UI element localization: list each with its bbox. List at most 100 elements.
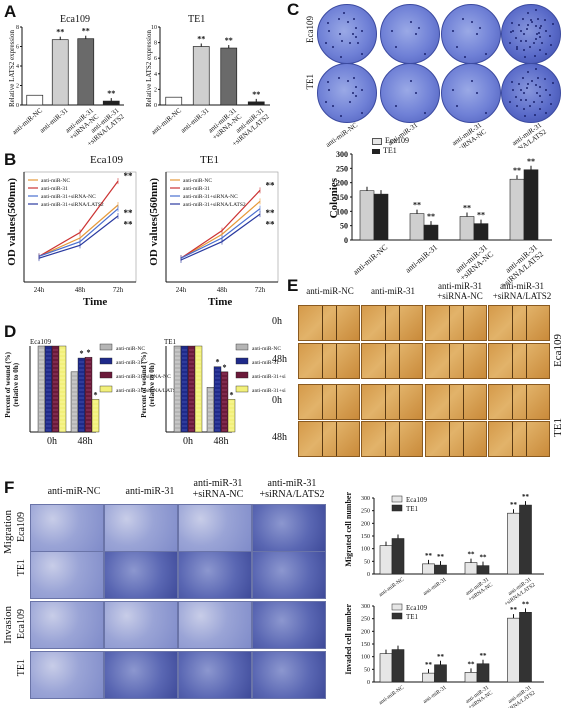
chart-a-eca109-ylabel: Relative LATS2 expression <box>8 30 16 107</box>
bar <box>247 101 265 106</box>
colony <box>339 56 342 59</box>
wound-image <box>361 384 423 420</box>
dish-column-label: anti-miR-NC <box>324 121 359 148</box>
colony <box>331 45 334 48</box>
y-tick-label: 2 <box>16 84 19 90</box>
significance-label: ** <box>425 661 433 669</box>
transwell-column-label: anti-miR-31 <box>125 486 175 497</box>
colony <box>324 41 327 44</box>
bar <box>507 512 520 575</box>
bar <box>434 564 447 575</box>
bar <box>423 224 439 241</box>
bar <box>58 345 67 433</box>
colony-dish <box>441 63 501 123</box>
colony <box>539 27 542 30</box>
y-tick-label: 0 <box>344 236 348 245</box>
colony <box>536 77 539 80</box>
colony <box>512 29 515 32</box>
bar <box>227 399 236 433</box>
colony <box>526 82 529 85</box>
bar <box>359 190 375 241</box>
wound-time-label: 0h <box>272 316 282 327</box>
colony <box>326 81 329 83</box>
bar <box>51 39 69 106</box>
colony <box>533 54 536 57</box>
chart-f-inv-ylabel: Invaded cell number <box>344 604 353 675</box>
legend-swatch <box>99 343 113 351</box>
chart-c-colonies: 0 50 100 150 200 250 300 anti-miR-NC ** ** anti-mi… <box>336 150 552 290</box>
transwell-image <box>104 504 178 552</box>
x-tick-label: 0h <box>47 436 57 447</box>
colony <box>550 43 553 46</box>
colony <box>551 81 554 84</box>
significance-label: ** <box>197 35 205 44</box>
significance-label: ** <box>480 554 488 562</box>
wound-image <box>425 384 487 420</box>
significance-label: ** <box>225 36 233 45</box>
dish-column-label: anti-miR-31 <box>387 121 420 147</box>
wound-image <box>298 305 360 341</box>
y-tick-label: 0 <box>16 103 19 109</box>
colony <box>544 29 547 32</box>
colony <box>519 29 522 32</box>
colony <box>536 33 538 35</box>
y-tick-label: 0 <box>367 572 370 578</box>
legend-swatch <box>391 504 403 512</box>
colony <box>530 19 532 21</box>
y-tick-label: 250 <box>336 164 348 173</box>
colony <box>545 52 548 55</box>
bar <box>509 178 525 241</box>
bar <box>77 38 95 106</box>
wound-image <box>361 421 423 457</box>
significance-label: ** <box>124 220 134 230</box>
significance-label: ** <box>437 653 445 661</box>
x-tick-label: anti-miR-31+siRNA-NC <box>452 243 495 283</box>
transwell-image <box>178 651 252 699</box>
x-tick-label: anti-miR-NC <box>351 243 389 277</box>
x-tick-label: anti-miR-NC <box>378 685 405 707</box>
chart-b-te1-title: TE1 <box>200 154 219 166</box>
panel-c-row-eca109: Eca109 <box>305 16 315 43</box>
significance-label: ** <box>477 211 485 220</box>
colony <box>526 87 529 90</box>
colony <box>539 48 541 51</box>
colony <box>520 39 523 42</box>
colony <box>525 98 528 101</box>
chart-d-eca109: 0h* **48hanti-miR-NCanti-miR-31anti-miR-3… <box>29 343 179 447</box>
y-tick-label: 8 <box>154 41 157 47</box>
legend-label: anti-miR-NC <box>116 346 145 352</box>
y-tick-label: 100 <box>361 655 370 661</box>
colony <box>527 12 530 15</box>
significance-label: ** <box>425 552 433 560</box>
legend-swatch <box>99 371 113 379</box>
legend-label: TE1 <box>406 613 419 621</box>
colony <box>394 104 397 107</box>
significance-label: ** <box>522 600 530 608</box>
bar <box>165 96 183 106</box>
colony <box>339 33 341 36</box>
transwell-image <box>30 651 104 699</box>
chart-a-eca109-title: Eca109 <box>60 14 90 25</box>
y-tick-label: 250 <box>361 509 370 515</box>
colony <box>355 86 358 89</box>
significance-label: ** <box>124 208 134 218</box>
colony <box>539 86 542 89</box>
significance-label: ** <box>56 28 64 37</box>
y-tick-label: 2 <box>154 87 157 93</box>
colony <box>424 52 427 55</box>
significance-label: ** <box>468 551 476 559</box>
colony <box>339 115 342 118</box>
bar <box>180 345 189 433</box>
colony <box>514 37 517 40</box>
panel-c-chart: 0 50 100 150 200 250 300 anti-miR-NC ** ** anti-mi… <box>336 150 552 290</box>
bar <box>422 563 435 575</box>
wound-image <box>425 421 487 457</box>
wound-column-label: anti-miR-31 +siRNA/LATS2 <box>492 281 552 301</box>
bar <box>476 565 490 575</box>
bar <box>379 653 393 683</box>
bar <box>422 672 435 683</box>
legend-label: TE1 <box>406 505 419 513</box>
x-tick-label: 0h <box>183 436 193 447</box>
transwell-image <box>30 601 104 649</box>
bar <box>84 356 93 433</box>
